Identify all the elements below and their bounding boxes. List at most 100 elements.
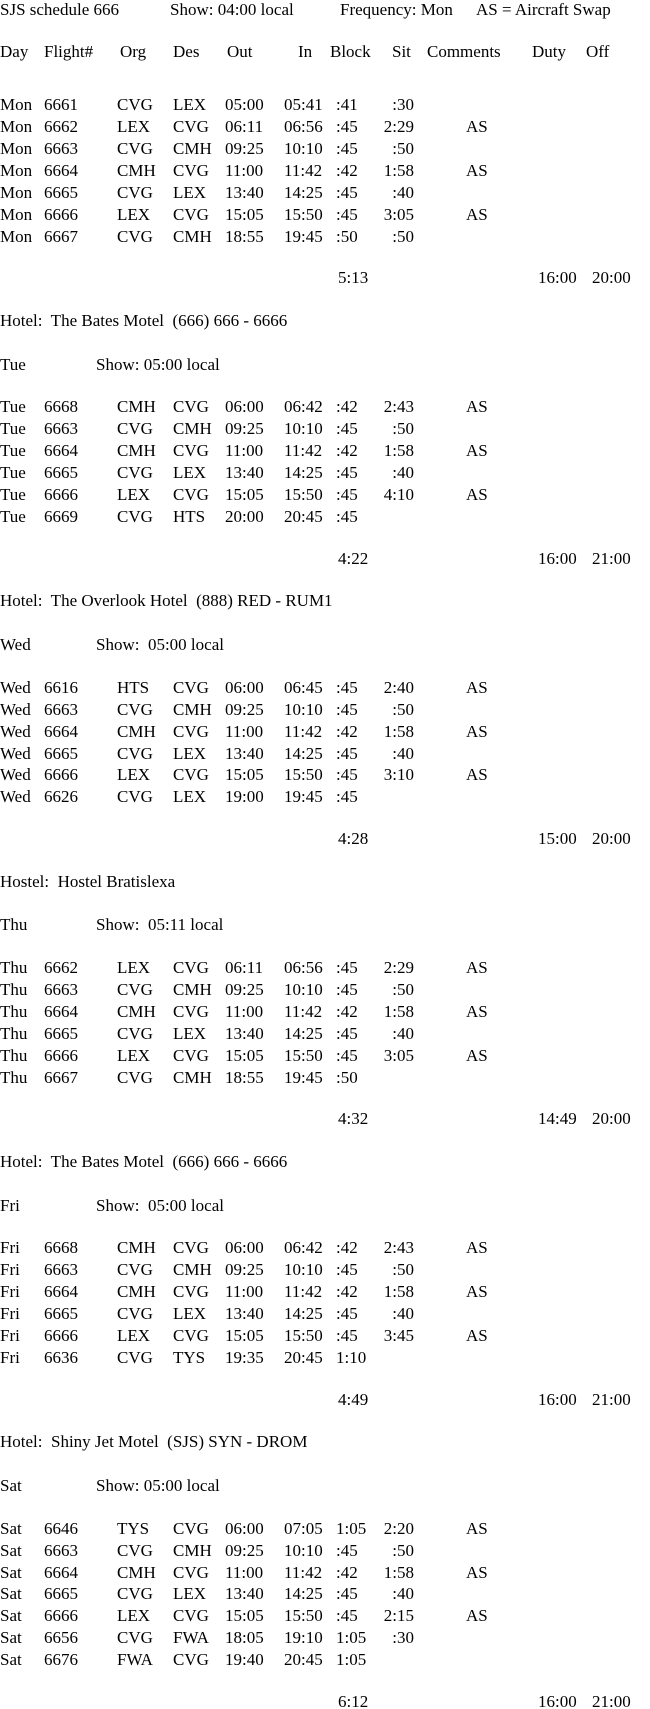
cell: 2:15 — [383, 1606, 414, 1625]
cell: 6668 — [44, 1238, 78, 1257]
cell: CVG — [117, 744, 153, 763]
total-duty: 16:00 — [538, 1692, 577, 1709]
cell: 06:56 — [284, 958, 323, 977]
cell: :45 — [336, 205, 358, 224]
cell: 6668 — [44, 397, 78, 416]
cell: 06:42 — [284, 397, 323, 416]
cell: 11:42 — [284, 1563, 323, 1582]
cell: 6646 — [44, 1519, 78, 1538]
cell: 11:00 — [225, 161, 264, 180]
cell: 13:40 — [225, 183, 264, 202]
cell: CMH — [117, 1238, 156, 1257]
cell: 6662 — [44, 117, 78, 136]
cell: CVG — [173, 397, 209, 416]
cell: 15:50 — [284, 485, 323, 504]
cell: 10:10 — [284, 700, 323, 719]
cell: :40 — [392, 744, 414, 763]
cell: :50 — [392, 1541, 414, 1560]
cell: :41 — [336, 95, 358, 114]
cell: 13:40 — [225, 1584, 264, 1603]
cell: CVG — [173, 485, 209, 504]
cell: AS — [466, 117, 488, 136]
cell: CVG — [173, 1002, 209, 1021]
cell: 1:58 — [383, 1563, 414, 1582]
cell: :42 — [336, 1563, 358, 1582]
cell: 14:25 — [284, 183, 323, 202]
column-header: Off — [586, 42, 610, 61]
cell: 1:05 — [336, 1519, 367, 1538]
cell: 06:00 — [225, 1519, 264, 1538]
cell: Fri — [0, 1282, 20, 1301]
cell: CVG — [117, 700, 153, 719]
cell: CVG — [117, 95, 153, 114]
cell: CVG — [117, 183, 153, 202]
cell: 6676 — [44, 1650, 78, 1669]
total-off: 21:00 — [592, 549, 631, 568]
lodging: Hostel: Hostel Bratislexa — [0, 872, 176, 891]
cell: AS — [466, 485, 488, 504]
cell: :40 — [392, 1024, 414, 1043]
cell: 6664 — [44, 722, 78, 741]
cell: 19:45 — [284, 1068, 323, 1087]
column-header: Comments — [427, 42, 501, 61]
cell: Fri — [0, 1260, 20, 1279]
cell: 14:25 — [284, 1304, 323, 1323]
cell: 18:55 — [225, 227, 264, 246]
cell: 2:43 — [383, 397, 414, 416]
cell: 1:58 — [383, 1002, 414, 1021]
cell: AS — [466, 1563, 488, 1582]
day-label: Tue — [0, 355, 26, 374]
cell: CVG — [117, 1260, 153, 1279]
cell: 11:00 — [225, 441, 264, 460]
total-off: 20:00 — [592, 1109, 631, 1128]
cell: 2:29 — [383, 958, 414, 977]
cell: 06:00 — [225, 397, 264, 416]
cell: CMH — [173, 139, 212, 158]
cell: CVG — [173, 958, 209, 977]
cell: :40 — [392, 1584, 414, 1603]
cell: Mon — [0, 183, 33, 202]
cell: Mon — [0, 95, 33, 114]
lodging: Hotel: Shiny Jet Motel (SJS) SYN - DROM — [0, 1432, 308, 1451]
cell: 6666 — [44, 485, 78, 504]
day-show: Show: 05:00 local — [96, 355, 220, 374]
cell: CVG — [173, 1282, 209, 1301]
cell: 09:25 — [225, 419, 264, 438]
cell: AS — [466, 1282, 488, 1301]
cell: :50 — [336, 1068, 358, 1087]
cell: LEX — [173, 95, 207, 114]
cell: :50 — [392, 419, 414, 438]
total-duty: 16:00 — [538, 1390, 577, 1409]
cell: 15:05 — [225, 1326, 264, 1345]
cell: 06:11 — [225, 958, 264, 977]
cell: AS — [466, 161, 488, 180]
cell: CMH — [117, 1563, 156, 1582]
cell: 11:42 — [284, 722, 323, 741]
cell: AS — [466, 958, 488, 977]
cell: CVG — [117, 1628, 153, 1647]
cell: :50 — [392, 1260, 414, 1279]
cell: 6667 — [44, 227, 78, 246]
cell: 19:45 — [284, 787, 323, 806]
cell: 14:25 — [284, 1024, 323, 1043]
cell: CMH — [117, 1002, 156, 1021]
cell: Tue — [0, 485, 26, 504]
cell: AS — [466, 1002, 488, 1021]
cell: :45 — [336, 1584, 358, 1603]
cell: 3:05 — [383, 205, 414, 224]
total-block: 4:22 — [338, 549, 369, 568]
cell: Thu — [0, 980, 28, 999]
cell: 09:25 — [225, 700, 264, 719]
cell: 11:00 — [225, 1282, 264, 1301]
cell: 3:10 — [383, 765, 414, 784]
cell: LEX — [173, 463, 207, 482]
cell: 13:40 — [225, 1304, 264, 1323]
cell: CVG — [173, 205, 209, 224]
cell: 11:42 — [284, 1002, 323, 1021]
cell: CVG — [173, 117, 209, 136]
cell: 6665 — [44, 744, 78, 763]
cell: 10:10 — [284, 419, 323, 438]
cell: 09:25 — [225, 139, 264, 158]
cell: CVG — [117, 980, 153, 999]
